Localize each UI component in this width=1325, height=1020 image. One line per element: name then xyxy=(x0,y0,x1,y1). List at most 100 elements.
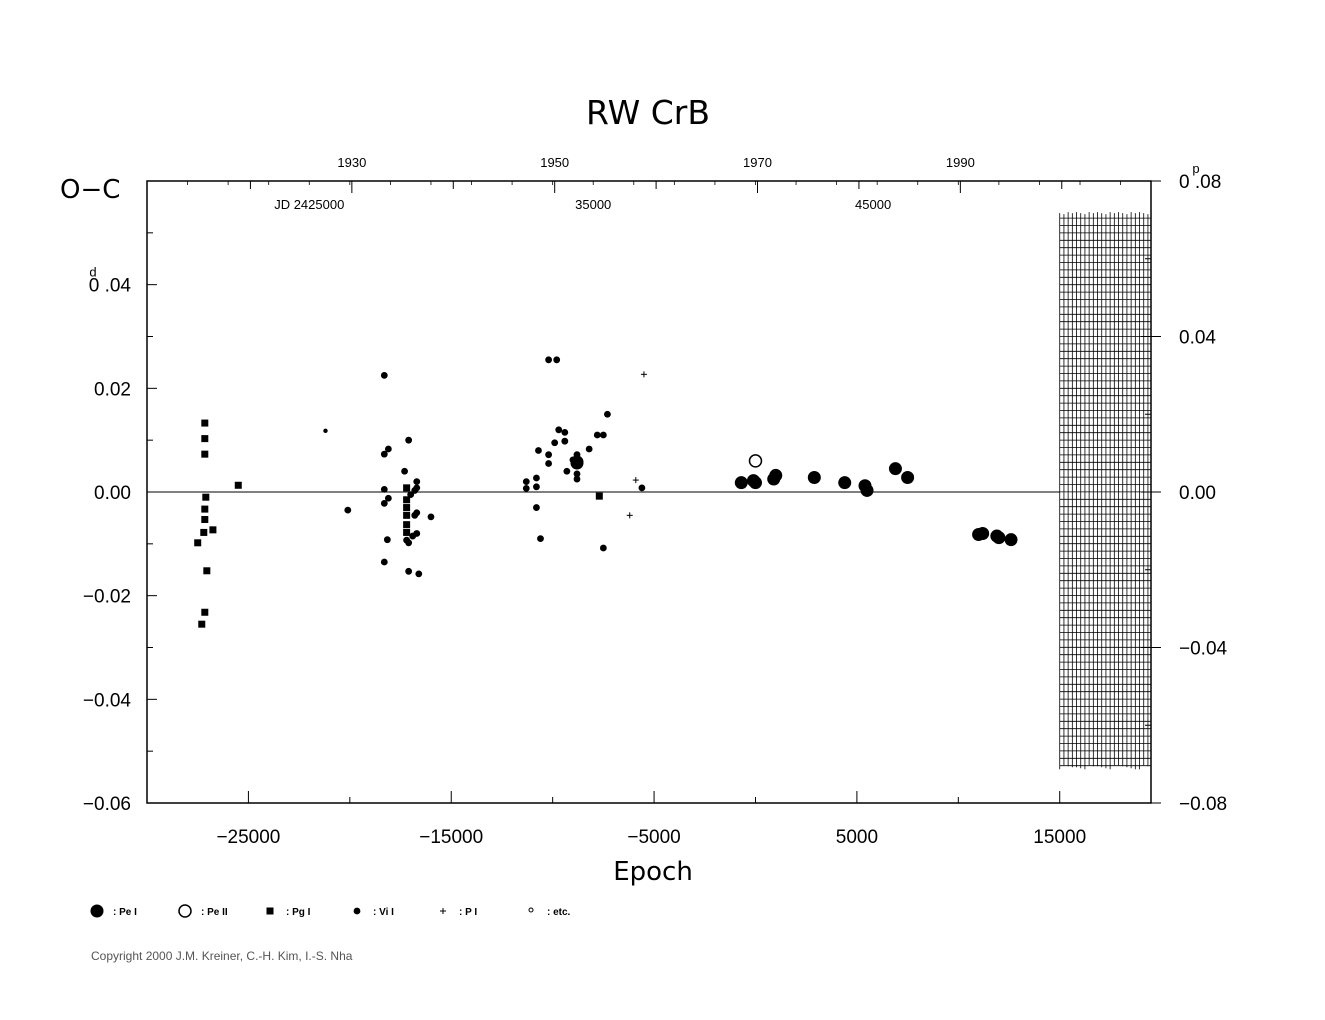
data-point xyxy=(632,477,639,484)
data-point xyxy=(545,451,552,459)
y-tick-label: 0.02 xyxy=(94,379,131,400)
data-points xyxy=(194,356,1018,628)
legend-label: : Vi I xyxy=(373,907,394,918)
y-axis-label: O−C xyxy=(60,175,120,205)
legend-symbol xyxy=(440,908,446,914)
data-point xyxy=(202,493,210,501)
data-point xyxy=(561,428,569,436)
data-point xyxy=(209,526,217,534)
data-point xyxy=(599,544,607,552)
data-point xyxy=(570,456,584,470)
data-point xyxy=(976,526,990,540)
year-label: 1970 xyxy=(743,155,772,170)
data-point xyxy=(194,539,202,547)
data-point xyxy=(384,494,392,502)
data-point xyxy=(604,410,611,418)
data-point xyxy=(201,505,209,513)
year-label: 1990 xyxy=(946,155,975,170)
data-point xyxy=(200,528,208,536)
year-label: 1930 xyxy=(337,155,366,170)
data-point xyxy=(545,356,552,364)
data-point xyxy=(405,436,413,444)
legend-symbol xyxy=(90,904,104,918)
data-point xyxy=(585,445,593,453)
data-point xyxy=(403,528,411,536)
y-tick-label: −0.02 xyxy=(83,587,131,608)
data-point xyxy=(405,539,413,547)
y-tick-label: 0.00 xyxy=(94,483,131,504)
data-point xyxy=(405,567,413,575)
data-point xyxy=(535,447,542,454)
x-tick-label: −25000 xyxy=(216,827,280,848)
data-point xyxy=(323,428,328,434)
jd-label: 45000 xyxy=(855,197,891,212)
data-point xyxy=(992,531,1006,545)
data-point xyxy=(203,567,211,575)
data-point xyxy=(522,478,530,486)
data-point xyxy=(748,476,762,490)
data-point xyxy=(573,470,581,478)
data-point xyxy=(599,431,607,439)
data-point xyxy=(201,435,209,443)
data-point xyxy=(638,484,646,492)
data-point xyxy=(593,431,601,439)
data-point xyxy=(838,476,852,490)
copyright-text: Copyright 2000 J.M. Kreiner, C.-H. Kim, … xyxy=(91,949,353,963)
data-point xyxy=(545,460,552,467)
y-unit-mark: d xyxy=(89,265,96,280)
x-tick-label: 15000 xyxy=(1033,827,1086,848)
data-point xyxy=(384,445,392,453)
y-tick-label: −0.06 xyxy=(83,794,131,815)
x-tick-label: −5000 xyxy=(627,827,680,848)
data-point xyxy=(1004,533,1018,547)
legend-label: : Pe II xyxy=(201,907,228,918)
data-point xyxy=(555,426,563,434)
data-point xyxy=(553,356,561,364)
legend-symbol xyxy=(528,907,534,913)
data-point xyxy=(640,371,647,378)
x-tick-label: 5000 xyxy=(836,827,878,848)
data-point xyxy=(413,484,421,492)
x-axis-label: Epoch xyxy=(613,857,693,887)
year-label: 1950 xyxy=(540,155,569,170)
data-point xyxy=(561,437,569,445)
data-point xyxy=(533,483,540,491)
data-point xyxy=(888,462,902,476)
data-point xyxy=(551,439,559,447)
right-y-unit-mark: p xyxy=(1192,161,1199,176)
legend-label: : P I xyxy=(459,907,477,918)
legend-label: : Pe I xyxy=(113,907,137,918)
data-point xyxy=(403,484,411,492)
legend-label: : Pg I xyxy=(286,907,311,918)
right-y-tick-label: 0 .08 xyxy=(1179,172,1221,193)
data-point xyxy=(380,486,388,493)
data-point xyxy=(427,513,435,521)
data-point xyxy=(201,450,209,458)
data-point xyxy=(234,481,242,489)
data-point xyxy=(563,467,571,475)
data-point xyxy=(626,512,633,519)
data-point xyxy=(860,483,874,497)
data-point xyxy=(415,570,423,578)
data-point xyxy=(403,496,411,504)
data-point xyxy=(380,450,388,458)
chart-title: RW CrB xyxy=(586,93,710,132)
jd-label: JD 2425000 xyxy=(274,197,344,212)
data-point xyxy=(403,504,411,512)
data-point xyxy=(522,484,530,492)
data-point xyxy=(573,475,581,483)
data-point xyxy=(807,470,821,484)
y-tick-label: 0 .04 xyxy=(89,276,132,297)
data-point xyxy=(413,478,421,486)
data-point xyxy=(380,558,388,566)
right-y-tick-label: 0.00 xyxy=(1179,483,1216,504)
data-point xyxy=(201,608,209,616)
data-point xyxy=(901,470,915,484)
data-point xyxy=(413,509,421,517)
data-point xyxy=(537,535,544,543)
hatched-region xyxy=(1059,212,1151,770)
data-point xyxy=(383,536,391,544)
data-point xyxy=(748,454,763,468)
x-tick-label: −15000 xyxy=(419,827,483,848)
axes: −25000 −15000 −5000 5000 15000 −0.06 −0.04 −0.0… xyxy=(83,155,1228,848)
